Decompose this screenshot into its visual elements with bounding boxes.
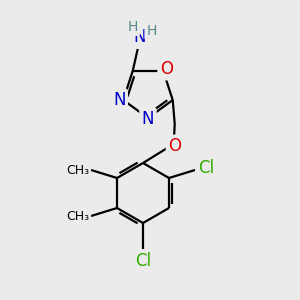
Text: H: H — [146, 24, 157, 38]
Text: O: O — [168, 137, 181, 155]
Text: N: N — [113, 91, 125, 109]
Text: Cl: Cl — [198, 159, 214, 177]
Text: CH₃: CH₃ — [66, 209, 89, 223]
Text: N: N — [142, 110, 154, 128]
Text: H: H — [128, 20, 138, 34]
Text: O: O — [160, 60, 173, 78]
Text: CH₃: CH₃ — [66, 164, 89, 176]
Text: N: N — [134, 28, 146, 46]
Text: Cl: Cl — [135, 252, 151, 270]
